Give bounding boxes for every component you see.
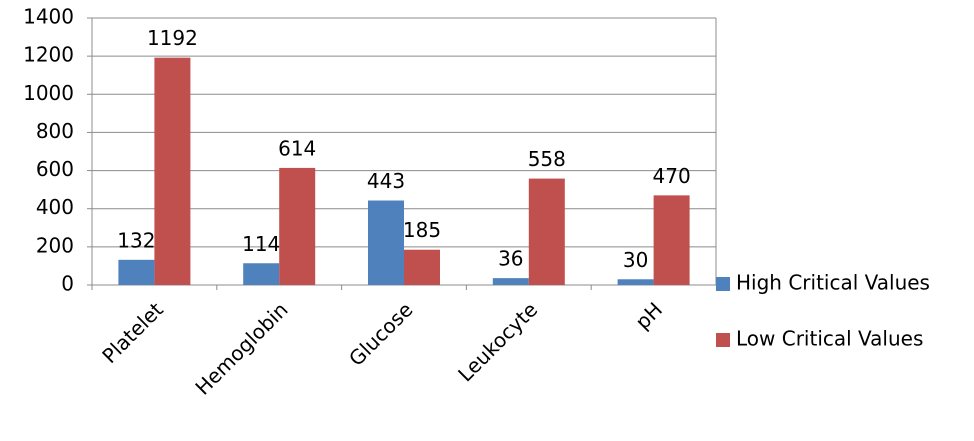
legend-label: Low Critical Values	[736, 327, 923, 351]
bar	[279, 167, 316, 285]
bar	[653, 195, 690, 285]
y-tick-label: 600	[36, 157, 74, 181]
bar	[243, 263, 280, 285]
x-tick-label: Glucose	[344, 297, 417, 370]
y-tick-label: 800	[36, 119, 74, 143]
x-tick-label: Leukocyte	[453, 297, 542, 386]
y-tick-label: 0	[61, 272, 74, 296]
bar	[118, 259, 155, 285]
x-tick-label: pH	[630, 297, 667, 334]
bar	[528, 178, 565, 285]
bar	[617, 279, 654, 285]
legend-label: High Critical Values	[736, 271, 930, 295]
y-tick-label: 200	[36, 233, 74, 257]
y-tick-label: 1400	[23, 5, 74, 29]
value-label: 30	[623, 248, 648, 272]
value-label: 443	[367, 169, 405, 193]
value-label: 114	[242, 232, 280, 256]
legend-swatch	[716, 333, 730, 347]
value-label: 470	[653, 164, 691, 188]
value-label: 1192	[147, 26, 198, 50]
y-tick-label: 1200	[23, 43, 74, 67]
value-label: 614	[278, 136, 316, 160]
bar	[404, 249, 440, 285]
x-tick-label: Hemoglobin	[190, 297, 292, 399]
y-tick-label: 1000	[23, 81, 74, 105]
bar	[154, 57, 191, 285]
bar	[492, 278, 529, 285]
y-tick-label: 400	[36, 195, 74, 219]
value-label: 36	[498, 247, 523, 271]
value-label: 185	[403, 218, 441, 242]
x-tick-label: Platelet	[97, 297, 168, 368]
bar	[368, 200, 404, 285]
value-label: 132	[117, 228, 155, 252]
value-label: 558	[528, 147, 566, 171]
legend-swatch	[716, 277, 730, 291]
